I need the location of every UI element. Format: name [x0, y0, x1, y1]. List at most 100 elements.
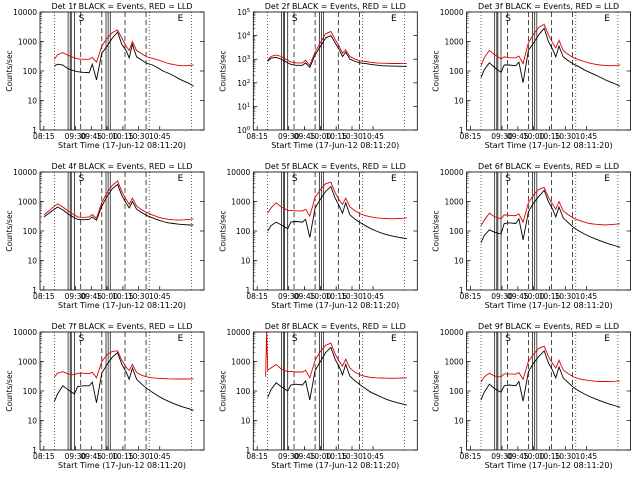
y-tick-label: 10 [27, 257, 37, 266]
y-axis-label: Counts/sec [432, 210, 441, 251]
x-axis-label: Start Time (17-Jun-12 08:11:20) [485, 461, 613, 470]
x-tick-label: 10:30 [341, 132, 363, 141]
marker-label-s: S [79, 14, 85, 24]
y-axis-label: Counts/sec [218, 210, 227, 251]
y-axis-label: Counts/sec [432, 50, 441, 91]
y-tick-label: 101 [237, 102, 250, 111]
chart-panel-6: Det 6f BLACK = Events, RED = LLD S E 1 10 100… [432, 162, 632, 310]
x-tick-label: 10:00 [523, 132, 545, 141]
y-tick-label: 100 [449, 227, 464, 236]
y-axis-label: Counts/sec [218, 50, 227, 91]
x-tick-label: 10:15 [112, 452, 134, 461]
y-tick-label: 1000 [231, 198, 250, 207]
x-tick-label: 10:15 [539, 452, 561, 461]
x-tick-label: 08:15 [460, 452, 482, 461]
x-tick-label: 10:30 [128, 292, 150, 301]
plot-frame [252, 331, 418, 451]
x-tick-label: 10:45 [576, 132, 598, 141]
y-tick-label: 1000 [231, 358, 250, 367]
x-tick-label: 10:00 [310, 292, 332, 301]
x-axis-label: Start Time (17-Jun-12 08:11:20) [485, 301, 613, 310]
x-tick-label: 10:00 [310, 132, 332, 141]
y-tick-label: 100 [236, 387, 251, 396]
x-tick-label: 10:15 [539, 132, 561, 141]
x-tick-label: 09:45 [80, 292, 102, 301]
y-tick-label: 10000 [226, 168, 250, 177]
y-tick-label: 100 [236, 227, 251, 236]
x-tick-label: 10:00 [96, 292, 118, 301]
y-tick-label: 100 [449, 387, 464, 396]
x-tick-label: 09:45 [80, 132, 102, 141]
x-tick-label: 09:45 [507, 132, 529, 141]
x-tick-label: 10:15 [325, 292, 347, 301]
y-tick-label: 10000 [13, 8, 37, 17]
chart-panel-4: Det 4f BLACK = Events, RED = LLD S E 1 10 100… [5, 162, 205, 310]
x-tick-label: 09:30 [65, 452, 87, 461]
y-tick-label: 10000 [440, 168, 464, 177]
y-tick-label: 1000 [445, 198, 464, 207]
plot-frame [252, 11, 418, 131]
y-tick-label: 1000 [18, 358, 37, 367]
series-line-lld [480, 23, 621, 67]
x-tick-label: 08:15 [33, 132, 55, 141]
x-tick-label: 08:15 [246, 292, 268, 301]
chart-title: Det 8f BLACK = Events, RED = LLD [265, 322, 406, 331]
y-tick-label: 10 [27, 417, 37, 426]
x-tick-label: 09:30 [278, 292, 300, 301]
plot-frame [39, 11, 205, 131]
y-tick-label: 100 [449, 67, 464, 76]
marker-label-s: S [292, 14, 298, 24]
x-tick-label: 08:15 [460, 132, 482, 141]
y-tick-label: 102 [237, 79, 250, 88]
plot-frame [466, 331, 632, 451]
chart-panel-5: Det 5f BLACK = Events, RED = LLD S E 1 10 100… [218, 162, 418, 310]
series-line-events [53, 351, 194, 411]
x-tick-label: 10:30 [554, 452, 576, 461]
x-tick-label: 10:00 [96, 452, 118, 461]
marker-label-s: S [292, 334, 298, 344]
x-axis-label: Start Time (17-Jun-12 08:11:20) [485, 141, 613, 150]
marker-label-e: E [178, 14, 184, 24]
x-tick-label: 10:45 [362, 452, 384, 461]
marker-label-s: S [79, 334, 85, 344]
x-tick-label: 09:45 [80, 452, 102, 461]
y-tick-label: 1 [32, 286, 37, 295]
x-tick-label: 10:45 [362, 292, 384, 301]
y-tick-label: 1000 [445, 38, 464, 47]
x-tick-label: 09:30 [278, 452, 300, 461]
series-line-events [267, 346, 407, 406]
x-axis-label: Start Time (17-Jun-12 08:11:20) [271, 141, 399, 150]
x-tick-label: 10:45 [576, 292, 598, 301]
y-tick-label: 1 [459, 286, 464, 295]
y-axis-label: Counts/sec [5, 50, 14, 91]
chart-panel-3: Det 3f BLACK = Events, RED = LLD S E 1 10 100… [432, 2, 632, 150]
chart-panel-7: Det 7f BLACK = Events, RED = LLD S E 1 10 100… [5, 322, 205, 470]
series-line-lld [267, 181, 407, 220]
marker-label-e: E [178, 334, 184, 344]
chart-title: Det 1f BLACK = Events, RED = LLD [51, 2, 192, 11]
series-line-lld [480, 345, 621, 383]
x-tick-label: 10:30 [554, 132, 576, 141]
x-tick-label: 10:45 [149, 452, 171, 461]
x-tick-label: 10:00 [96, 132, 118, 141]
chart-panel-8: Det 8f BLACK = Events, RED = LLD S E 1 10 100… [218, 322, 418, 470]
x-tick-label: 09:30 [491, 132, 513, 141]
marker-label-e: E [178, 174, 184, 184]
x-tick-label: 10:30 [128, 452, 150, 461]
x-tick-label: 10:45 [576, 452, 598, 461]
marker-label-e: E [391, 174, 397, 184]
y-tick-label: 10000 [226, 328, 250, 337]
y-tick-label: 1 [459, 126, 464, 135]
series-line-events [43, 183, 194, 226]
series-line-lld [54, 350, 194, 380]
x-tick-label: 10:00 [523, 292, 545, 301]
x-tick-label: 10:45 [362, 132, 384, 141]
x-tick-label: 10:15 [539, 292, 561, 301]
marker-label-e: E [604, 334, 610, 344]
chart-title: Det 5f BLACK = Events, RED = LLD [265, 162, 406, 171]
series-line-events [480, 349, 621, 408]
x-tick-label: 08:15 [460, 292, 482, 301]
marker-label-e: E [391, 334, 397, 344]
plot-frame [466, 11, 632, 131]
x-tick-label: 09:45 [294, 132, 316, 141]
